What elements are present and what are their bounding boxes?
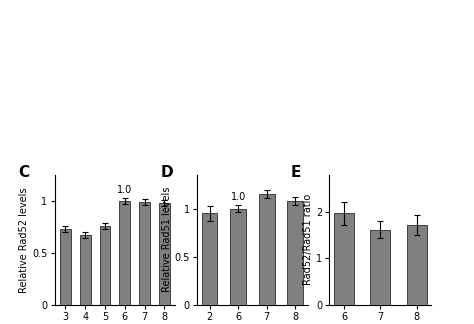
Bar [119, 201, 130, 305]
Text: 1.0: 1.0 [230, 192, 246, 202]
Bar [334, 214, 354, 305]
Bar [370, 230, 391, 305]
Bar [407, 225, 427, 305]
Bar [202, 214, 218, 305]
Bar [259, 194, 274, 305]
Text: E: E [291, 165, 301, 179]
Y-axis label: Relative Rad52 levels: Relative Rad52 levels [19, 187, 29, 293]
Bar [159, 203, 170, 305]
Y-axis label: Relative Rad51 levels: Relative Rad51 levels [162, 187, 172, 293]
Y-axis label: Rad52/Rad51 ratio: Rad52/Rad51 ratio [303, 194, 313, 285]
Bar [287, 201, 303, 305]
Bar [139, 202, 150, 305]
Bar [230, 209, 246, 305]
Text: 1.0: 1.0 [117, 185, 132, 195]
Text: C: C [18, 165, 29, 179]
Text: D: D [161, 165, 173, 179]
Bar [100, 226, 110, 305]
Bar [60, 229, 71, 305]
Bar [80, 235, 91, 305]
